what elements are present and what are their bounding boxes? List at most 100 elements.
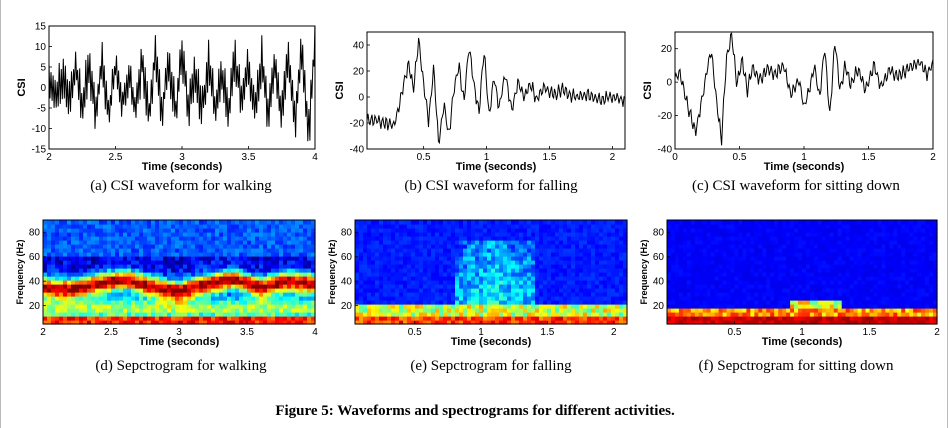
heatmap-cell: [702, 276, 708, 281]
heatmap-cell: [203, 248, 208, 253]
heatmap-cell: [837, 280, 843, 285]
heatmap-cell: [267, 268, 272, 273]
heatmap-cell: [287, 256, 292, 261]
heatmap-cell: [523, 236, 528, 241]
heatmap-cell: [467, 300, 472, 305]
heatmap-cell: [463, 284, 468, 289]
heatmap-cell: [750, 272, 755, 277]
panel-f-spectrogram-sitting: 0.5 1 1.5 2 20 40 60 80 Time (seconds) Frequency …: [639, 208, 948, 358]
heatmap-cell: [710, 312, 716, 317]
heatmap-cell: [295, 272, 300, 277]
heatmap-cell: [511, 256, 516, 261]
heatmap-cell: [399, 244, 404, 249]
heatmap-cell: [559, 232, 564, 237]
heatmap-cell: [845, 248, 851, 253]
heatmap-cell: [714, 228, 720, 233]
heatmap-cell: [563, 256, 568, 261]
heatmap-cell: [495, 220, 500, 225]
heatmap-cell: [607, 316, 612, 321]
heatmap-cell: [411, 224, 416, 229]
heatmap-cell: [415, 296, 420, 301]
heatmap-cell: [750, 304, 755, 309]
heatmap-cell: [103, 224, 108, 229]
heatmap-cell: [295, 316, 300, 321]
heatmap-cell: [475, 308, 480, 313]
heatmap-cell: [243, 308, 248, 313]
heatmap-cell: [431, 268, 436, 273]
heatmap-cell: [435, 276, 440, 281]
heatmap-cell: [531, 220, 536, 225]
heatmap-cell: [151, 288, 156, 293]
heatmap-cell: [583, 252, 588, 257]
heatmap-cell: [611, 320, 616, 325]
heatmap-cell: [307, 308, 312, 313]
heatmap-cell: [91, 292, 96, 297]
heatmap-cell: [802, 260, 807, 265]
heatmap-cell: [833, 280, 839, 285]
heatmap-cell: [391, 292, 396, 297]
heatmap-cell: [555, 316, 560, 321]
heatmap-cell: [603, 260, 608, 265]
heatmap-cell: [451, 288, 456, 293]
heatmap-cell: [303, 240, 308, 245]
heatmap-cell: [758, 300, 763, 305]
heatmap-cell: [595, 248, 600, 253]
heatmap-cell: [43, 272, 48, 277]
heatmap-cell: [738, 228, 744, 233]
heatmap-cell: [483, 260, 488, 265]
heatmap-cell: [51, 244, 56, 249]
heatmap-cell: [375, 280, 380, 285]
heatmap-cell: [95, 260, 100, 265]
heatmap-cell: [507, 224, 512, 229]
heatmap-cell: [467, 284, 472, 289]
heatmap-cell: [195, 288, 200, 293]
heatmap-cell: [199, 292, 204, 297]
heatmap-cell: [447, 308, 452, 313]
heatmap-cell: [575, 292, 580, 297]
heatmap-cell: [467, 228, 472, 233]
heatmap-cell: [115, 272, 120, 277]
heatmap-cell: [515, 268, 520, 273]
heatmap-cell: [507, 248, 512, 253]
heatmap-cell: [865, 304, 871, 309]
heatmap-cell: [311, 316, 316, 321]
heatmap-cell: [199, 220, 204, 225]
heatmap-cell: [235, 292, 240, 297]
heatmap-cell: [103, 228, 108, 233]
heatmap-cell: [463, 276, 468, 281]
heatmap-cell: [746, 248, 751, 253]
heatmap-cell: [750, 252, 755, 257]
heatmap-cell: [583, 276, 588, 281]
heatmap-cell: [251, 296, 256, 301]
heatmap-cell: [123, 300, 128, 305]
heatmap-cell: [837, 244, 843, 249]
heatmap-cell: [674, 308, 680, 313]
heatmap-cell: [833, 304, 839, 309]
heatmap-cell: [139, 300, 144, 305]
heatmap-cell: [247, 320, 252, 325]
heatmap-cell: [563, 280, 568, 285]
heatmap-cell: [219, 284, 224, 289]
heatmap-cell: [543, 268, 548, 273]
heatmap-cell: [813, 272, 819, 277]
heatmap-cell: [778, 292, 783, 297]
heatmap-cell: [599, 276, 604, 281]
heatmap-cell: [686, 240, 692, 245]
heatmap-cell: [595, 304, 600, 309]
heatmap-cell: [547, 264, 552, 269]
heatmap-cell: [547, 276, 552, 281]
heatmap-cell: [311, 268, 316, 273]
heatmap-cell: [730, 284, 736, 289]
heatmap-cell: [459, 248, 464, 253]
heatmap-cell: [279, 228, 284, 233]
heatmap-cell: [495, 320, 500, 325]
heatmap-cell: [255, 224, 260, 229]
heatmap-cell: [833, 236, 839, 241]
heatmap-cell: [387, 296, 392, 301]
heatmap-cell: [825, 256, 831, 261]
heatmap-cell: [443, 320, 448, 325]
heatmap-cell: [738, 304, 744, 309]
heatmap-cell: [355, 260, 360, 265]
heatmap-cell: [495, 264, 500, 269]
heatmap-cell: [267, 248, 272, 253]
